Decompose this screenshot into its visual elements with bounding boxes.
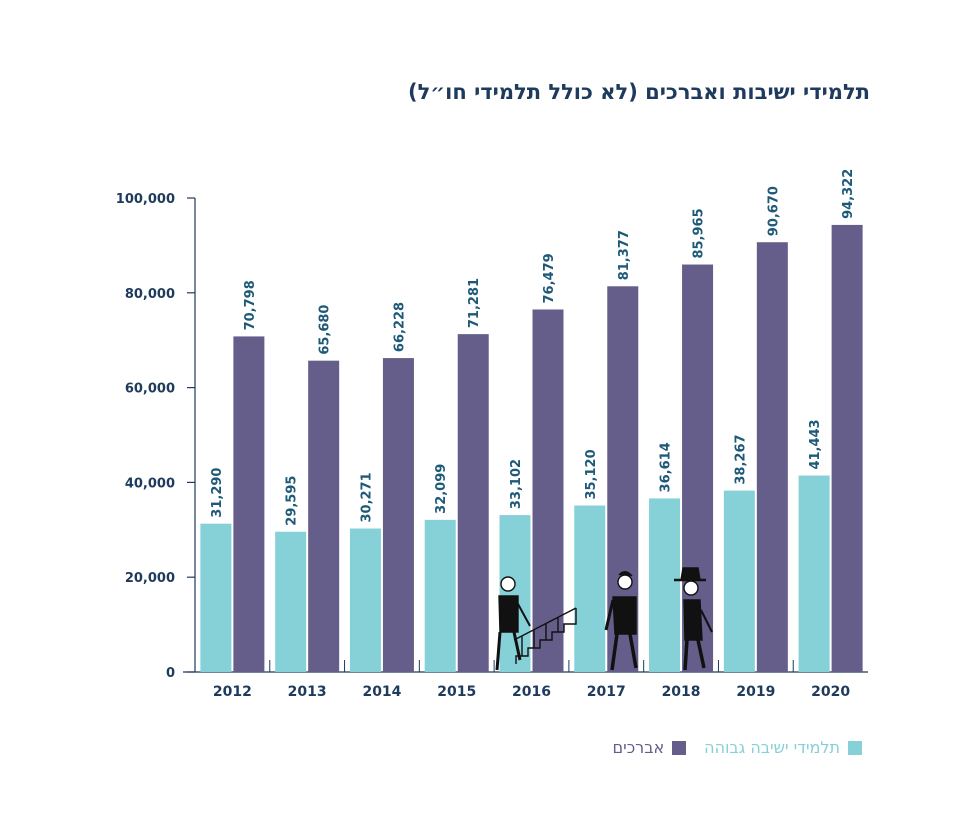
- value-label-series1-2013: 29,595: [285, 476, 300, 526]
- bar-series1-2012: [200, 523, 232, 672]
- bar-series1-2020: [798, 475, 830, 672]
- chart-title: תלמידי ישיבות ואברכים (לא כולל תלמידי חו…: [407, 80, 870, 104]
- value-label-series1-2017: 35,120: [584, 449, 599, 499]
- chart-labels: 0 20,000 40,000 60,000 80,000 100,000 31,290 70…: [116, 169, 856, 700]
- bar-series2-2020: [831, 224, 863, 672]
- x-tick-label-2017: 2017: [587, 684, 626, 700]
- x-tick-label-2013: 2013: [288, 684, 327, 700]
- bar-series1-2018: [649, 498, 681, 672]
- value-label-series1-2012: 31,290: [210, 468, 225, 518]
- x-tick-label-2016: 2016: [512, 684, 551, 700]
- x-tick-label-2015: 2015: [437, 684, 476, 700]
- x-tick-label-2018: 2018: [662, 684, 701, 700]
- value-label-series2-2017: 81,377: [617, 230, 632, 280]
- bar-series2-2015: [457, 334, 489, 672]
- illustration-figures: [495, 567, 713, 671]
- y-tick-label: 60,000: [125, 382, 175, 397]
- bar-series2-2016: [532, 309, 564, 672]
- bar-series2-2013: [308, 360, 340, 672]
- value-label-series2-2014: 66,228: [392, 302, 407, 352]
- value-label-series2-2019: 90,670: [766, 186, 781, 236]
- value-label-series2-2018: 85,965: [692, 208, 707, 258]
- legend-item-series2: אברכים: [613, 738, 687, 757]
- bar-series1-2016: [499, 515, 531, 672]
- x-tick-label-2019: 2019: [736, 684, 775, 700]
- hat-man-illustration: [674, 567, 713, 671]
- y-tick-label: 80,000: [125, 287, 175, 302]
- value-label-series2-2012: 70,798: [243, 280, 258, 330]
- x-tick-label-2014: 2014: [362, 684, 401, 700]
- y-tick-label: 100,000: [116, 192, 175, 207]
- bar-series1-2017: [574, 505, 606, 672]
- value-label-series1-2018: 36,614: [659, 442, 674, 492]
- value-label-series1-2014: 30,271: [359, 472, 374, 522]
- legend-swatch-series1: [848, 740, 862, 755]
- y-tick-label: 40,000: [125, 476, 175, 491]
- bar-series1-2015: [424, 519, 456, 672]
- bar-series2-2012: [233, 336, 265, 672]
- y-tick-label: 20,000: [125, 571, 175, 586]
- legend-label-series2: אברכים: [612, 738, 665, 757]
- value-label-series2-2015: 71,281: [467, 278, 482, 328]
- value-label-series2-2020: 94,322: [841, 169, 856, 219]
- legend-item-series1: תלמידי ישיבה גבוהה: [704, 738, 862, 757]
- bar-series2-2019: [756, 242, 788, 673]
- bar-series1-2013: [275, 531, 307, 672]
- value-label-series1-2015: 32,099: [434, 464, 449, 514]
- climbing-man-illustration: [495, 576, 577, 671]
- x-tick-label-2020: 2020: [811, 684, 850, 700]
- value-label-series1-2020: 41,443: [808, 419, 823, 469]
- value-label-series1-2016: 33,102: [509, 459, 524, 509]
- chart-bars: [200, 224, 863, 673]
- legend-swatch-series2: [672, 740, 687, 755]
- y-tick-label: 0: [166, 666, 175, 681]
- chart-legend: תלמידי ישיבה גבוהה אברכים: [613, 738, 862, 757]
- legend-label-series1: תלמידי ישיבה גבוהה: [704, 738, 840, 757]
- walking-man-illustration: [604, 571, 638, 671]
- x-tick-label-2012: 2012: [213, 684, 252, 700]
- bar-series2-2014: [382, 358, 414, 672]
- bar-series1-2019: [723, 490, 755, 672]
- value-label-series1-2019: 38,267: [733, 434, 748, 484]
- value-label-series2-2013: 65,680: [318, 305, 333, 355]
- bar-series1-2014: [349, 528, 381, 672]
- value-label-series2-2016: 76,479: [542, 253, 557, 303]
